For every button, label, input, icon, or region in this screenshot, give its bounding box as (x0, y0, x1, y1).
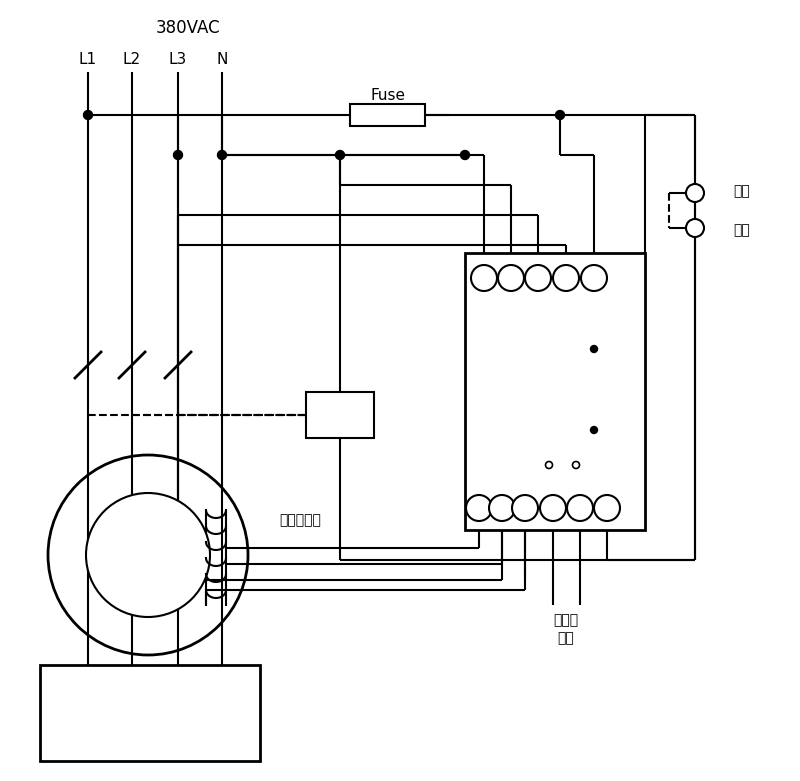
Circle shape (555, 110, 565, 119)
Circle shape (546, 462, 553, 469)
Text: 1: 1 (550, 503, 557, 513)
Text: 用户设备: 用户设备 (130, 704, 170, 722)
Text: 7: 7 (507, 272, 515, 284)
Text: 4: 4 (590, 272, 598, 284)
Text: 9: 9 (475, 503, 482, 513)
Text: 6: 6 (534, 272, 542, 284)
Text: KM: KM (326, 406, 354, 424)
Circle shape (525, 265, 551, 291)
Text: 零序互感器: 零序互感器 (279, 513, 321, 527)
Circle shape (83, 110, 93, 119)
Circle shape (553, 265, 579, 291)
Text: 380VAC: 380VAC (156, 19, 220, 37)
Text: 8: 8 (480, 272, 488, 284)
Circle shape (461, 151, 470, 159)
Text: 10: 10 (495, 503, 509, 513)
Circle shape (498, 265, 524, 291)
Circle shape (218, 151, 226, 159)
Circle shape (594, 495, 620, 521)
Circle shape (466, 495, 492, 521)
Circle shape (590, 345, 598, 352)
Text: 試
驗: 試 驗 (562, 299, 570, 321)
Text: 接声光: 接声光 (554, 613, 578, 627)
Bar (306, 392, 374, 438)
Text: 电源220V～: 电源220V～ (476, 325, 522, 335)
Text: 5: 5 (562, 272, 570, 284)
Text: 开关: 开关 (733, 223, 750, 237)
Circle shape (581, 265, 607, 291)
Circle shape (540, 495, 566, 521)
Circle shape (590, 426, 598, 433)
Text: N: N (480, 299, 488, 309)
Text: L1: L1 (79, 52, 97, 67)
Circle shape (573, 462, 579, 469)
Text: 2: 2 (577, 503, 583, 513)
Circle shape (335, 151, 345, 159)
Text: 11: 11 (518, 503, 532, 513)
Bar (350, 104, 425, 126)
Text: 自锁: 自锁 (733, 184, 750, 198)
Text: 3: 3 (603, 503, 610, 513)
Circle shape (512, 495, 538, 521)
Text: 信号: 信号 (472, 465, 486, 475)
Text: L: L (508, 299, 514, 309)
Text: L3: L3 (169, 52, 187, 67)
Text: 报警: 报警 (558, 631, 574, 645)
Circle shape (686, 184, 704, 202)
Circle shape (471, 265, 497, 291)
Circle shape (489, 495, 515, 521)
Circle shape (86, 493, 210, 617)
Text: 信号: 信号 (495, 465, 509, 475)
Circle shape (686, 219, 704, 237)
Text: Fuse: Fuse (370, 87, 406, 102)
Bar (40, 665, 260, 761)
Bar (465, 253, 645, 530)
Circle shape (174, 151, 182, 159)
Text: L2: L2 (123, 52, 141, 67)
Circle shape (567, 495, 593, 521)
Text: 試
驗: 試 驗 (534, 299, 542, 321)
Text: N: N (216, 52, 228, 67)
